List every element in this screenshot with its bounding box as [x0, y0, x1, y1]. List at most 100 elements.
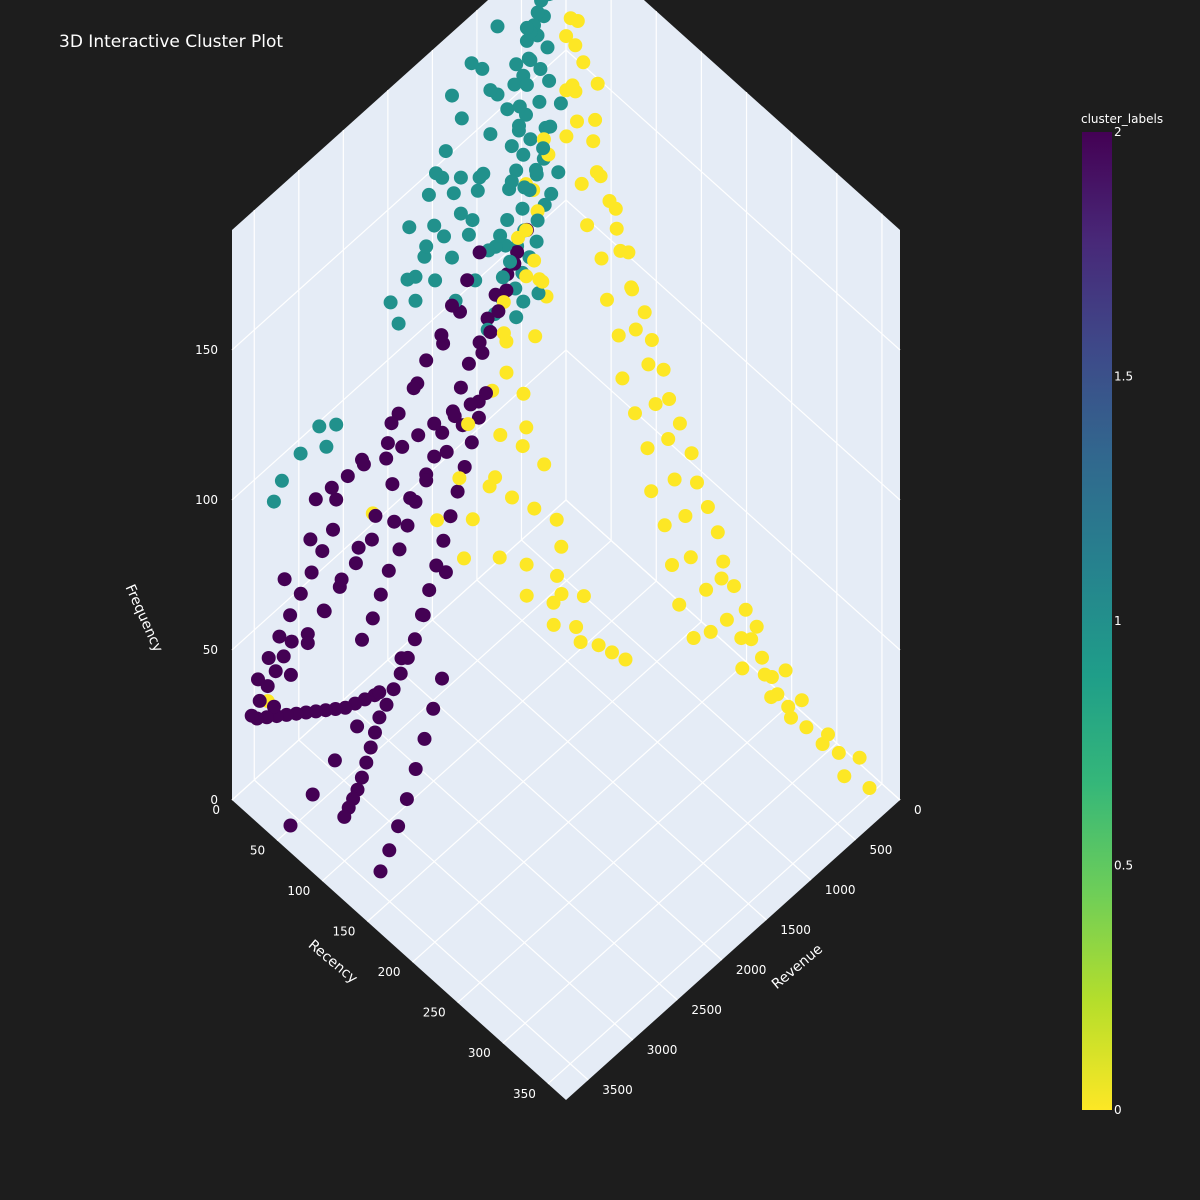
data-point-cluster-2[interactable] [499, 283, 514, 298]
data-point-cluster-1[interactable] [519, 77, 534, 92]
data-point-cluster-2[interactable] [373, 587, 388, 602]
data-point-cluster-1[interactable] [542, 73, 557, 88]
data-point-cluster-1[interactable] [293, 446, 308, 461]
data-point-cluster-2[interactable] [324, 480, 339, 495]
data-point-cluster-2[interactable] [435, 425, 450, 440]
data-point-cluster-0[interactable] [755, 650, 769, 665]
data-point-cluster-0[interactable] [641, 357, 656, 372]
data-point-cluster-0[interactable] [667, 472, 682, 487]
data-point-cluster-0[interactable] [546, 617, 561, 632]
data-point-cluster-2[interactable] [475, 345, 490, 360]
data-point-cluster-0[interactable] [591, 638, 606, 653]
data-point-cluster-1[interactable] [533, 62, 548, 76]
data-point-cluster-2[interactable] [491, 304, 506, 319]
data-point-cluster-1[interactable] [421, 187, 436, 202]
data-point-cluster-0[interactable] [576, 589, 591, 604]
data-point-cluster-1[interactable] [500, 213, 515, 227]
data-point-cluster-1[interactable] [454, 111, 469, 126]
data-point-cluster-0[interactable] [628, 322, 643, 337]
data-point-cluster-1[interactable] [541, 0, 555, 2]
data-point-cluster-1[interactable] [445, 88, 459, 103]
data-point-cluster-2[interactable] [472, 335, 487, 350]
data-point-cluster-0[interactable] [590, 76, 605, 91]
data-point-cluster-1[interactable] [516, 294, 531, 309]
data-point-cluster-0[interactable] [519, 269, 534, 284]
data-point-cluster-0[interactable] [568, 84, 583, 99]
data-point-cluster-1[interactable] [408, 293, 423, 308]
data-point-cluster-0[interactable] [794, 693, 809, 708]
data-point-cluster-1[interactable] [391, 316, 406, 331]
data-point-cluster-2[interactable] [429, 558, 444, 573]
data-point-cluster-1[interactable] [453, 170, 468, 185]
data-point-cluster-1[interactable] [417, 249, 432, 264]
data-point-cluster-2[interactable] [355, 632, 369, 647]
data-point-cluster-1[interactable] [475, 61, 490, 76]
data-point-cluster-0[interactable] [719, 612, 734, 627]
data-point-cluster-2[interactable] [368, 508, 383, 523]
data-point-cluster-0[interactable] [644, 484, 659, 499]
data-point-cluster-0[interactable] [738, 602, 753, 617]
data-point-cluster-2[interactable] [427, 416, 442, 431]
data-point-cluster-2[interactable] [461, 356, 476, 371]
data-point-cluster-0[interactable] [837, 769, 852, 784]
data-point-cluster-2[interactable] [276, 649, 291, 664]
data-point-cluster-1[interactable] [509, 310, 524, 325]
data-point-cluster-0[interactable] [519, 223, 534, 238]
data-point-cluster-2[interactable] [411, 428, 426, 443]
data-point-cluster-2[interactable] [387, 514, 402, 529]
data-point-cluster-1[interactable] [274, 473, 289, 488]
data-point-cluster-1[interactable] [516, 147, 531, 162]
data-point-cluster-0[interactable] [569, 620, 584, 634]
data-point-cluster-1[interactable] [490, 19, 505, 34]
data-point-cluster-0[interactable] [608, 201, 623, 216]
data-point-cluster-1[interactable] [529, 162, 543, 177]
data-point-cluster-2[interactable] [293, 586, 308, 601]
data-point-cluster-0[interactable] [716, 554, 731, 569]
data-point-cluster-2[interactable] [417, 731, 432, 746]
data-point-cluster-0[interactable] [588, 112, 603, 127]
data-point-cluster-0[interactable] [492, 550, 507, 565]
data-point-cluster-2[interactable] [364, 532, 379, 547]
data-point-cluster-1[interactable] [419, 239, 434, 254]
data-point-cluster-0[interactable] [703, 624, 718, 639]
data-point-cluster-2[interactable] [419, 353, 434, 368]
data-point-cluster-0[interactable] [499, 365, 514, 380]
data-point-cluster-2[interactable] [447, 409, 462, 424]
data-point-cluster-1[interactable] [540, 40, 555, 55]
data-point-cluster-2[interactable] [354, 770, 369, 785]
data-point-cluster-2[interactable] [350, 719, 365, 734]
data-point-cluster-0[interactable] [515, 439, 530, 454]
data-point-cluster-2[interactable] [392, 542, 407, 557]
data-point-cluster-2[interactable] [407, 632, 422, 647]
data-point-cluster-0[interactable] [624, 280, 639, 295]
data-point-cluster-1[interactable] [427, 218, 442, 233]
data-point-cluster-1[interactable] [464, 56, 479, 71]
data-point-cluster-1[interactable] [504, 139, 519, 154]
data-point-cluster-2[interactable] [304, 565, 319, 580]
data-points[interactable] [244, 0, 877, 879]
data-point-cluster-0[interactable] [699, 582, 714, 597]
data-point-cluster-2[interactable] [268, 664, 283, 679]
data-point-cluster-0[interactable] [700, 500, 715, 514]
data-point-cluster-2[interactable] [464, 435, 479, 450]
data-point-cluster-0[interactable] [535, 274, 550, 289]
data-point-cluster-0[interactable] [613, 243, 628, 258]
data-point-cluster-0[interactable] [537, 457, 552, 472]
data-point-cluster-2[interactable] [261, 651, 276, 665]
data-point-cluster-1[interactable] [543, 119, 558, 134]
data-point-cluster-2[interactable] [337, 809, 352, 824]
data-point-cluster-2[interactable] [351, 540, 366, 555]
data-point-cluster-0[interactable] [678, 509, 693, 523]
data-point-cluster-2[interactable] [340, 469, 355, 484]
data-point-cluster-2[interactable] [463, 397, 478, 412]
data-point-cluster-0[interactable] [657, 518, 672, 533]
data-point-cluster-2[interactable] [445, 298, 459, 313]
data-point-cluster-0[interactable] [605, 645, 619, 660]
data-point-cluster-0[interactable] [778, 663, 793, 678]
data-point-cluster-1[interactable] [402, 220, 417, 235]
data-point-cluster-1[interactable] [483, 127, 498, 142]
data-point-cluster-0[interactable] [662, 392, 677, 406]
data-point-cluster-0[interactable] [465, 512, 480, 527]
data-point-cluster-2[interactable] [400, 518, 415, 533]
data-point-cluster-2[interactable] [379, 697, 394, 712]
